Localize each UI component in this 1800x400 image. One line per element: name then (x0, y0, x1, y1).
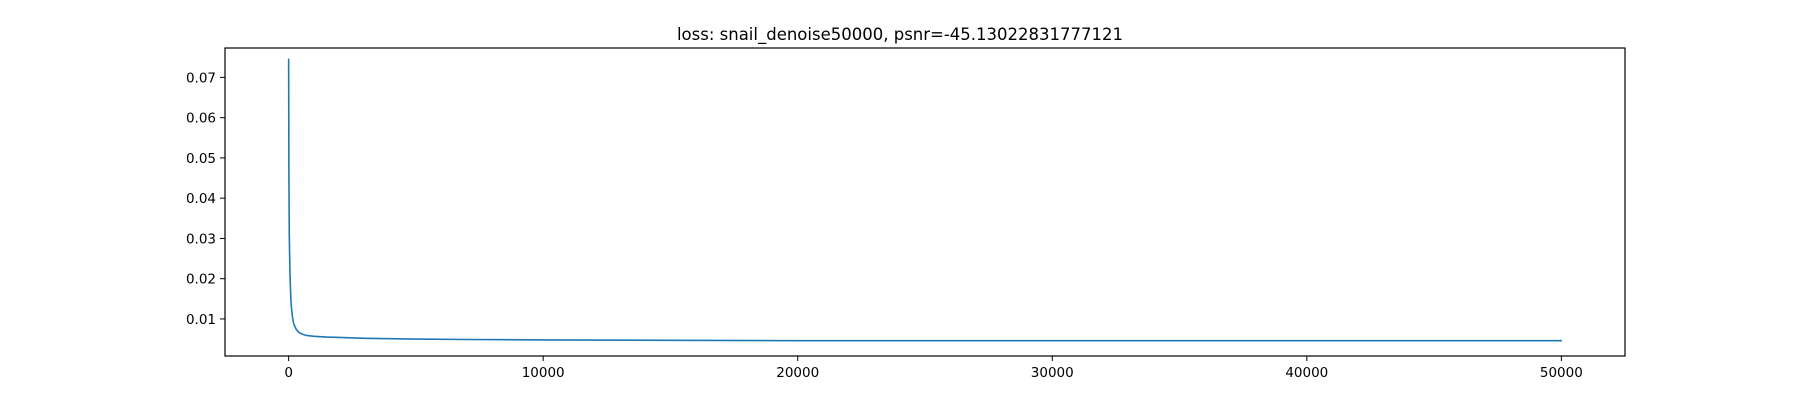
loss-series-line (287, 58, 1563, 342)
x-tick-label: 50000 (1540, 365, 1583, 381)
chart-title: loss: snail_denoise50000, psnr=-45.13022… (677, 25, 1123, 45)
y-tick-label: 0.02 (186, 272, 216, 288)
y-tick-label: 0.06 (186, 111, 216, 127)
x-tick-label: 20000 (776, 365, 819, 381)
x-tick-label: 10000 (522, 365, 565, 381)
y-tick-label: 0.03 (186, 231, 216, 247)
x-tick-label: 40000 (1285, 365, 1328, 381)
x-tick-label: 0 (284, 365, 293, 381)
plot-frame (224, 47, 1626, 357)
y-tick-label: 0.05 (186, 151, 216, 167)
y-tick-label: 0.07 (186, 70, 216, 86)
plot-area (224, 47, 1626, 357)
x-axis: 0 10000 20000 30000 40000 50000 (284, 356, 1583, 381)
y-tick-label: 0.01 (186, 312, 216, 328)
y-axis: 0.01 0.02 0.03 0.04 0.05 0.06 0.07 (186, 70, 225, 328)
x-tick-label: 30000 (1031, 365, 1074, 381)
y-tick-label: 0.04 (186, 191, 216, 207)
series-layer (287, 58, 1563, 342)
